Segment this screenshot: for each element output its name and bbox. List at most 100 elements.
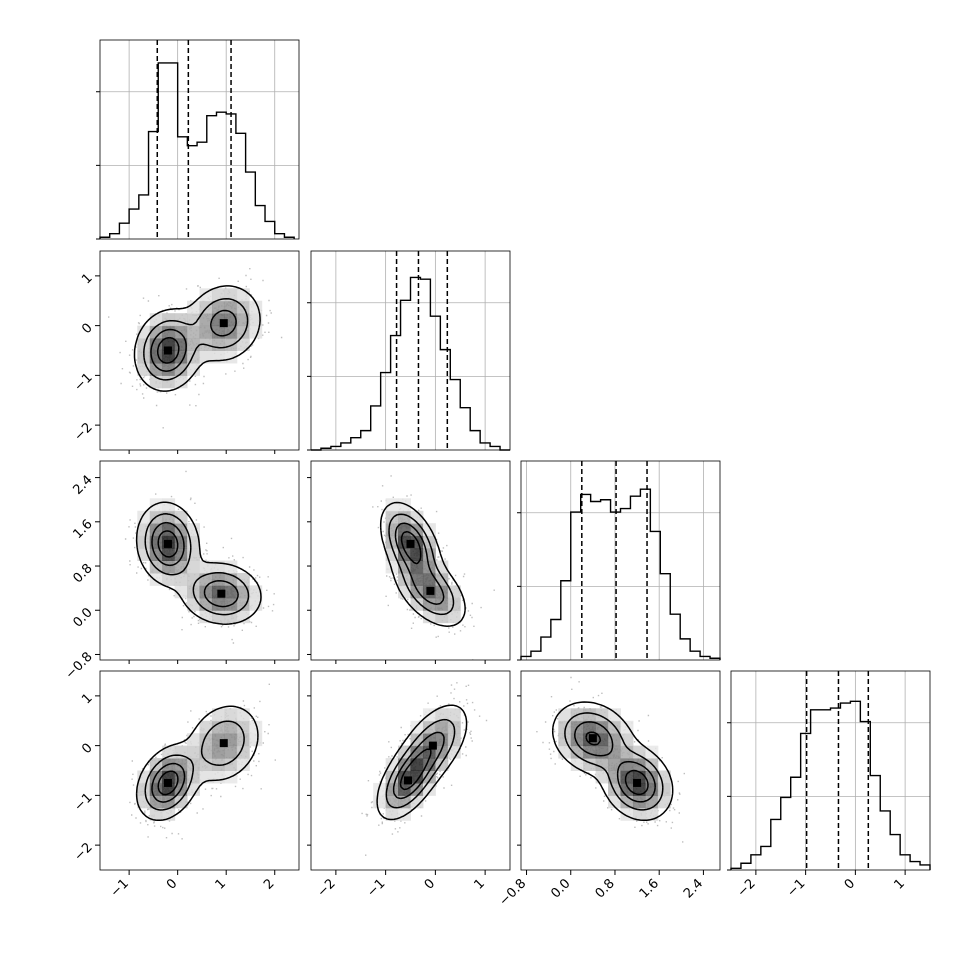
contour-level-3 (157, 770, 179, 796)
density-cell (620, 758, 634, 771)
histogram-0 (99, 62, 295, 239)
density-cell (583, 720, 597, 734)
hist-panel-1 (307, 250, 511, 451)
panel-frame-2-3 (520, 670, 721, 871)
density-cell (410, 770, 424, 784)
density-cell (632, 745, 646, 759)
density-cell (236, 720, 250, 734)
density-cell (249, 733, 263, 747)
contour-level-1 (144, 513, 250, 616)
y-tick-label: 1 (79, 691, 95, 707)
density-cell (224, 720, 238, 734)
density-cell (373, 795, 387, 809)
density-cell (162, 572, 176, 586)
density-cell (162, 498, 176, 512)
density-cell (187, 733, 200, 747)
y-tick-label: 0 (79, 741, 95, 757)
x-tick-label: −1 (364, 876, 388, 900)
y-tick-label: −1 (71, 370, 95, 394)
contour-level-0 (376, 704, 468, 821)
y-tick-label: 1 (79, 271, 95, 287)
density-cell (657, 782, 671, 796)
density-cell (435, 708, 449, 722)
y-tick-label: 0.0 (70, 605, 95, 630)
density-cell (645, 770, 659, 784)
density-cell (608, 745, 621, 759)
histogram-3 (730, 700, 931, 870)
mode-peak-1 (426, 586, 435, 595)
density-cell (187, 745, 200, 759)
density-cell (162, 325, 176, 339)
contour-level-3 (399, 748, 432, 791)
density-cell (199, 758, 213, 771)
mode-peak-0 (163, 778, 172, 787)
density-cell (187, 313, 200, 327)
density-cell (211, 745, 225, 759)
panel-frame-1-2 (310, 460, 511, 661)
density-cell (422, 597, 436, 611)
density-panel-0-1 (99, 250, 300, 451)
density-cell (187, 350, 200, 364)
density-cell (410, 745, 424, 759)
density-cell (447, 597, 461, 611)
density-cell (583, 708, 597, 722)
mode-peak-0 (163, 346, 172, 355)
contour-level-2 (392, 731, 445, 800)
contour-level-1 (144, 720, 245, 811)
panel-frame-1 (310, 250, 511, 451)
density-cell (199, 585, 213, 599)
density-cell (236, 338, 250, 351)
y-tick-label: 0 (79, 321, 95, 337)
x-tick-label: −2 (315, 876, 339, 900)
contour-level-3 (400, 530, 422, 565)
density-cell (595, 758, 609, 771)
hist-panel-2 (517, 460, 721, 661)
density-cell (595, 745, 609, 759)
x-tick-label: 0 (422, 876, 438, 892)
x-tick-label: −1 (108, 876, 132, 900)
density-cell (187, 560, 200, 574)
density-cell (558, 733, 572, 747)
density-cell (174, 770, 188, 784)
density-cell (137, 325, 151, 339)
density-cell (447, 585, 461, 599)
density-cell (570, 745, 584, 759)
density-cell (398, 523, 411, 537)
density-cell (174, 795, 188, 809)
density-cell (385, 782, 399, 796)
density-panel-1-3 (310, 670, 511, 871)
density-cell (149, 807, 163, 821)
density-cell (620, 745, 634, 759)
y-tick-label: −1 (71, 790, 95, 814)
panel-frame-2 (520, 460, 721, 661)
density-cell (174, 548, 188, 561)
panel-frame-0 (99, 39, 300, 240)
density-cell (620, 807, 634, 821)
contour-level-0 (379, 501, 466, 627)
density-cell (224, 758, 238, 771)
density-cell (162, 362, 176, 376)
x-axis-3: −2 −1 0 1 (735, 870, 908, 900)
density-cell (608, 708, 621, 722)
density-content (536, 676, 685, 843)
density-cell (447, 610, 461, 624)
density-cell (174, 510, 188, 524)
x-axis-2: −0.8 0.0 0.8 1.6 2.4 (496, 870, 706, 909)
density-cell (398, 548, 411, 561)
panel-frame-0-3 (99, 670, 300, 871)
density-cell (211, 350, 225, 364)
density-cell (422, 758, 436, 771)
density-cell (149, 795, 163, 809)
density-cell (211, 288, 225, 302)
contour-level-0 (551, 701, 674, 822)
density-content (372, 475, 495, 660)
density-cell (211, 708, 225, 722)
density-cell (385, 498, 399, 512)
density-cell (162, 510, 176, 524)
density-cell (570, 758, 584, 771)
density-cell (558, 708, 572, 722)
density-cell (447, 708, 461, 722)
density-cell (236, 733, 250, 747)
